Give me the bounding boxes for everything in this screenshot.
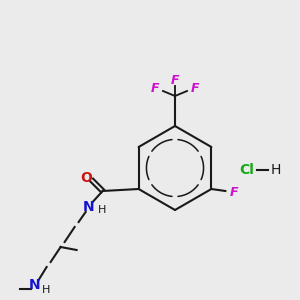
- Text: F: F: [151, 82, 159, 94]
- Text: F: F: [191, 82, 199, 94]
- Text: F: F: [230, 185, 238, 199]
- Text: O: O: [81, 171, 93, 185]
- Text: H: H: [41, 285, 50, 295]
- Text: N: N: [83, 200, 94, 214]
- Text: F: F: [171, 74, 179, 86]
- Text: H: H: [271, 163, 281, 177]
- Text: Cl: Cl: [240, 163, 254, 177]
- Text: N: N: [29, 278, 40, 292]
- Text: H: H: [98, 205, 106, 215]
